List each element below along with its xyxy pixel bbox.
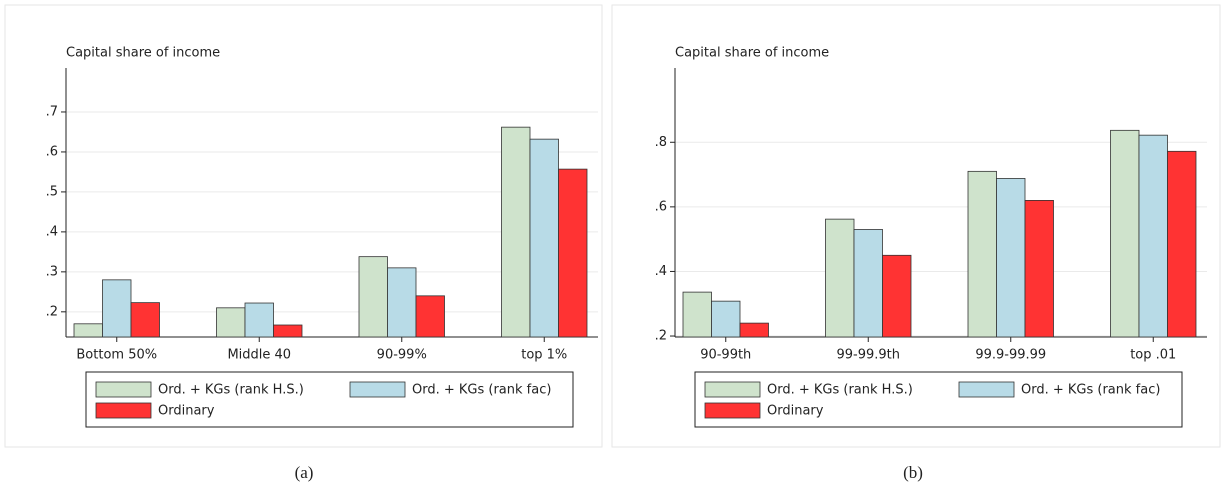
legend-swatch: [958, 381, 1015, 398]
caption: (b): [903, 463, 923, 482]
x-tick-label: Middle 40: [227, 348, 291, 363]
y-tick-label: .7: [46, 104, 58, 119]
y-tick-label: .5: [46, 184, 58, 199]
legend-swatch: [704, 381, 761, 398]
bar: [1167, 150, 1197, 338]
bar: [273, 324, 303, 338]
bar: [130, 302, 160, 338]
bar: [415, 295, 445, 338]
bar: [501, 126, 531, 338]
y-tick-label: .6: [46, 144, 58, 159]
bar: [529, 138, 559, 338]
legend-box: [85, 371, 574, 428]
y-axis-title: Capital share of income: [66, 46, 220, 61]
y-axis-title: Capital share of income: [675, 46, 829, 61]
bar: [358, 256, 388, 338]
legend-swatch: [704, 402, 761, 419]
legend-label: Ordinary: [158, 404, 215, 419]
bar: [996, 178, 1026, 338]
y-tick-label: .2: [46, 304, 58, 319]
y-tick-label: .4: [46, 224, 58, 239]
caption: (a): [295, 463, 314, 482]
x-tick-label: 99.9-99.99: [975, 348, 1046, 363]
bar: [825, 218, 855, 338]
legend-swatch: [349, 381, 406, 398]
bar: [967, 170, 997, 338]
legend-label: Ord. + KGs (rank fac): [1021, 383, 1160, 398]
x-tick-label: top 1%: [521, 348, 567, 363]
bar: [1138, 134, 1168, 338]
bar: [387, 267, 417, 338]
legend-label: Ordinary: [767, 404, 824, 419]
y-tick-label: .6: [655, 199, 667, 214]
bar: [853, 229, 883, 338]
legend-label: Ord. + KGs (rank H.S.): [158, 383, 304, 398]
bar: [1024, 200, 1054, 338]
panel-a-border: [4, 4, 603, 448]
y-tick-label: .8: [655, 135, 667, 150]
y-tick-label: .3: [46, 264, 58, 279]
bar: [682, 291, 712, 338]
y-tick-label: .4: [655, 264, 667, 279]
bar: [1110, 129, 1140, 338]
legend-swatch: [95, 402, 152, 419]
x-tick-label: top .01: [1130, 348, 1176, 363]
y-tick-label: .2: [655, 329, 667, 344]
x-tick-label: 90-99%: [377, 348, 427, 363]
x-tick-label: Bottom 50%: [76, 348, 157, 363]
x-tick-label: 99-99.9th: [836, 348, 900, 363]
bar: [73, 323, 103, 338]
bar: [711, 300, 741, 338]
legend-label: Ord. + KGs (rank fac): [412, 383, 551, 398]
bar: [102, 279, 132, 338]
legend-label: Ord. + KGs (rank H.S.): [767, 383, 913, 398]
bar: [882, 254, 912, 338]
bar: [244, 302, 274, 338]
bar: [558, 168, 588, 338]
panel-b-border: [611, 4, 1221, 448]
bar: [216, 307, 246, 338]
bar: [739, 322, 769, 338]
legend-swatch: [95, 381, 152, 398]
legend-box: [694, 371, 1183, 428]
x-tick-label: 90-99th: [700, 348, 751, 363]
